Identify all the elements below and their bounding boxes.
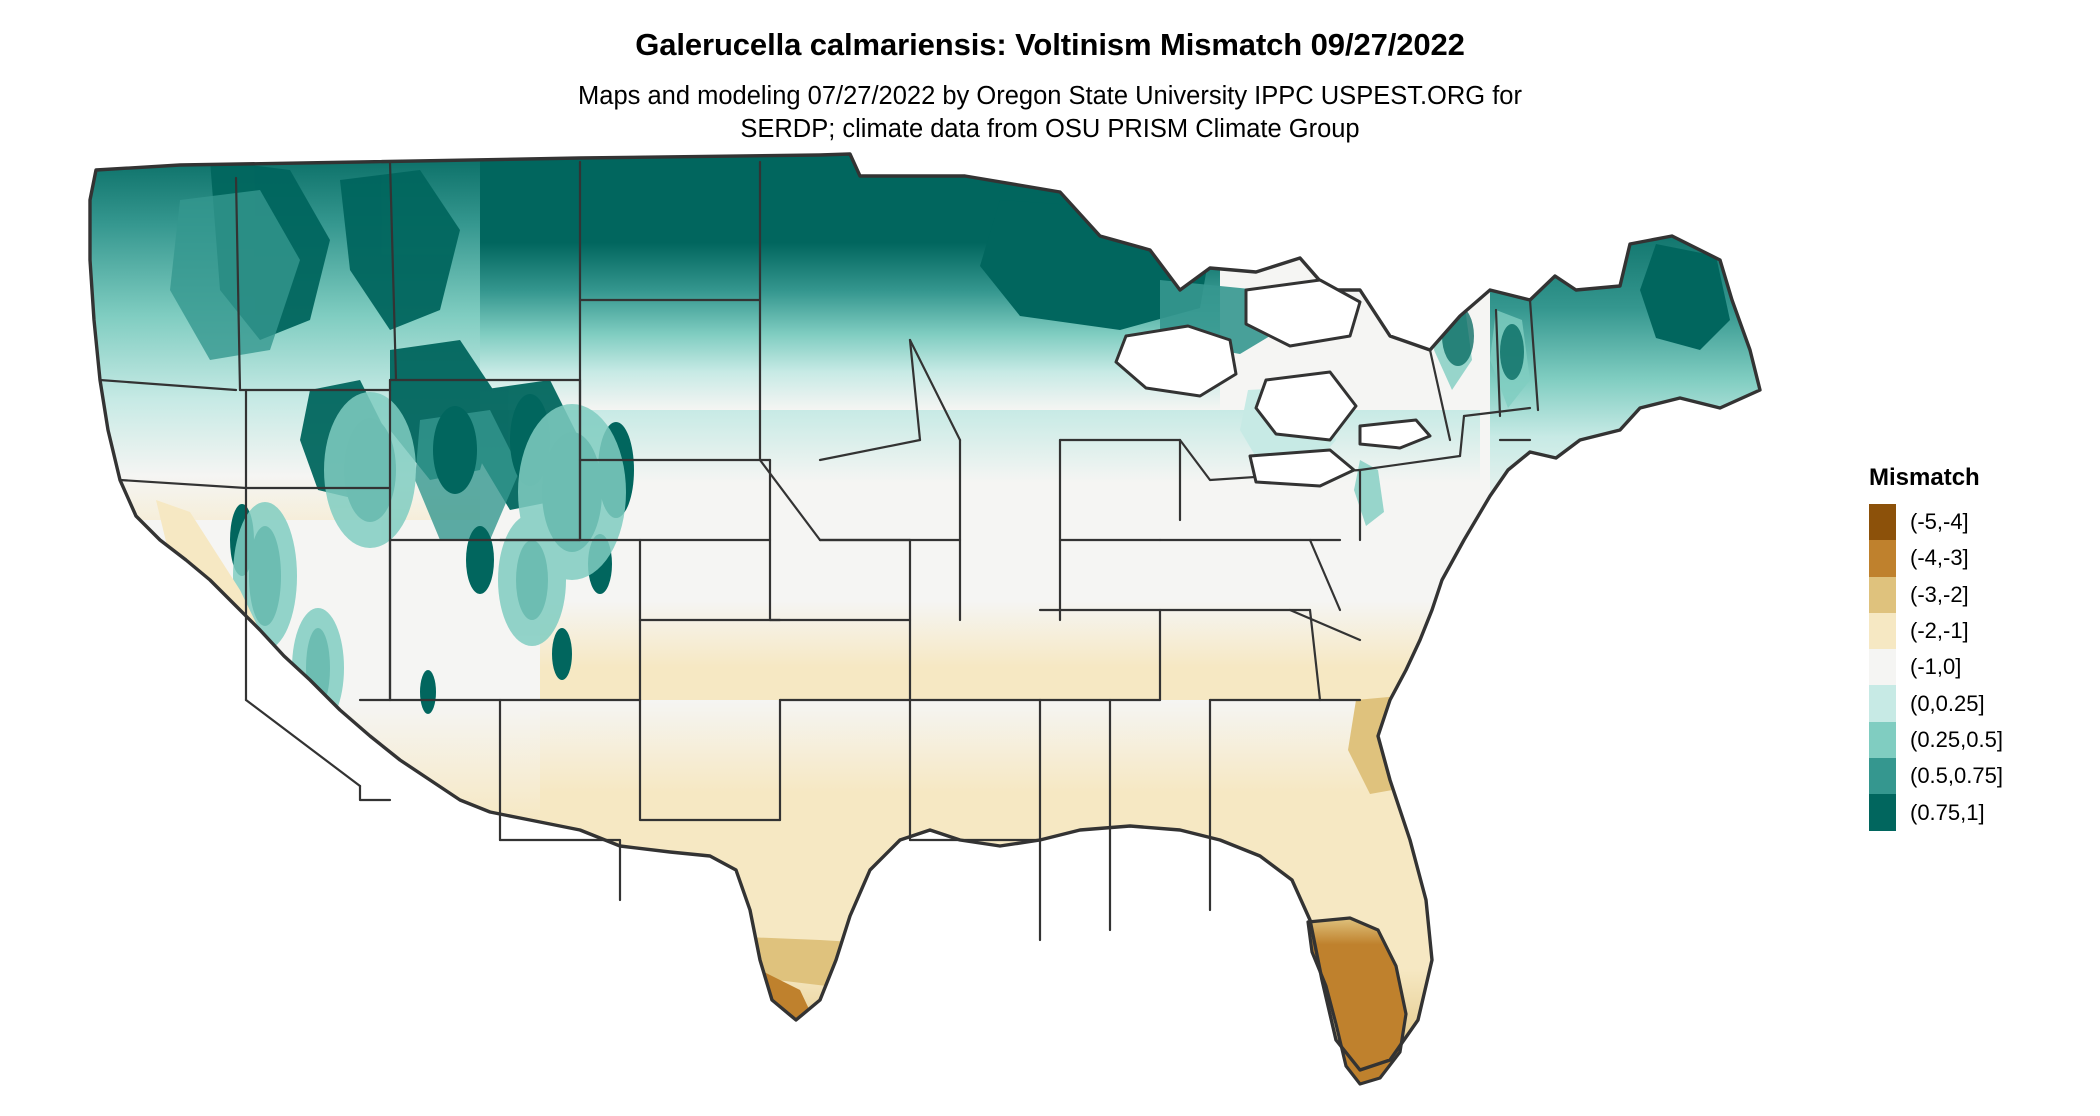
subtitle-line-1: Maps and modeling 07/27/2022 by Oregon S… [578,82,1522,110]
legend-item[interactable]: (-3,-2] [1869,576,2079,613]
legend-color-swatch [1869,685,1896,722]
page-title: Galerucella calmariensis: Voltinism Mism… [635,27,1465,62]
legend-item[interactable]: (-1,0] [1869,649,2079,686]
legend-color-swatch [1869,721,1896,759]
legend-color-swatch [1869,612,1896,650]
raster-maine-core [1640,244,1730,350]
us-map-svg [88,152,1762,1086]
legend-item[interactable]: (0.25,0.5] [1869,721,2079,759]
legend-item-label: (0.5,0.75] [1910,763,2003,789]
legend-item-label: (0.25,0.5] [1910,726,2003,752]
choropleth-map-panel [60,140,1860,1100]
legend-item[interactable]: (-2,-1] [1869,612,2079,650]
legend-item[interactable]: (-5,-4] [1869,504,2079,541]
region-florida [1306,916,1408,1086]
raster-interior-west-halos [233,392,626,728]
legend-item-label: (-5,-4] [1910,509,1969,535]
legend-item-label: (-2,-1] [1910,618,1969,644]
legend-color-swatch [1869,576,1896,613]
legend-item-label: (-1,0] [1910,654,1962,680]
legend-item[interactable]: (0,0.25] [1869,685,2079,722]
conus-outline [88,152,1762,1072]
lake-michigan [1114,324,1238,398]
legend-item[interactable]: (0.75,1] [1869,794,2079,831]
legend-item-label: (-4,-3] [1910,545,1969,571]
legend-item[interactable]: (0.5,0.75] [1869,758,2079,795]
legend: Mismatch (-5,-4] (-4,-3] (-3,-2] (-2,-1] (-1… [1869,466,2079,831]
great-lakes [1114,278,1432,488]
legend-rows: (-5,-4] (-4,-3] (-3,-2] (-2,-1] (-1,0] (0,0.2… [1869,504,2079,831]
legend-item-label: (-3,-2] [1910,581,1969,607]
legend-color-swatch [1869,504,1896,541]
lake-ontario [1358,418,1432,450]
lake-huron [1254,370,1358,442]
legend-color-swatch [1869,794,1896,831]
lake-erie [1248,448,1356,488]
legend-color-swatch [1869,540,1896,577]
subtitle: Maps and modeling 07/27/2022 by Oregon S… [0,63,2100,145]
legend-color-swatch [1869,649,1896,686]
legend-color-swatch [1869,758,1896,795]
legend-item[interactable]: (-4,-3] [1869,540,2079,577]
state-boundaries [98,160,1540,942]
title-block: Galerucella calmariensis: Voltinism Mism… [0,0,2100,145]
lake-superior-east [1244,278,1362,348]
legend-item-label: (0.75,1] [1910,799,1985,825]
legend-title: Mismatch [1869,464,1980,491]
legend-item-label: (0,0.25] [1910,690,1985,716]
